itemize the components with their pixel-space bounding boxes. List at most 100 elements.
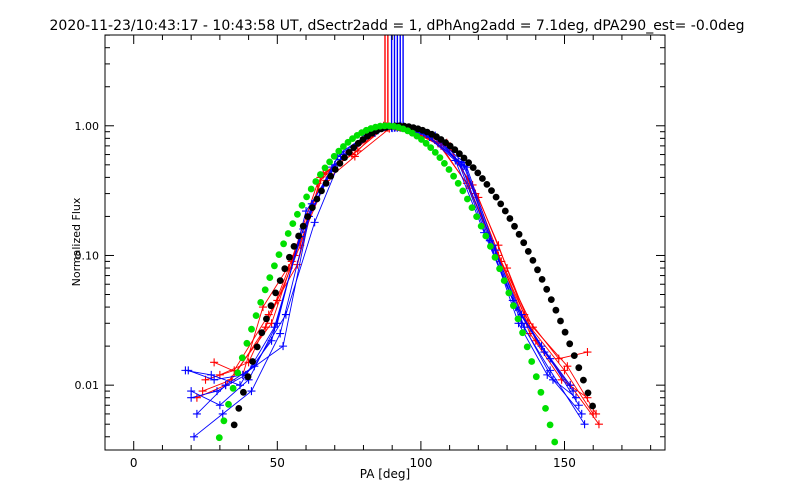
data-point-blue-4-0: [192, 409, 201, 418]
data-point-blue-1-3: [279, 342, 288, 351]
fit-point-black-gaussian-fit: [456, 150, 463, 158]
fit-point-green-gaussian-fit: [528, 358, 536, 365]
fit-point-green-gaussian-fit: [335, 147, 343, 155]
fit-point-green-gaussian-fit: [418, 136, 425, 143]
data-point-blue-3-1: [218, 409, 227, 418]
fit-point-black-gaussian-fit: [341, 154, 348, 162]
fit-point-black-gaussian-fit: [534, 266, 541, 274]
fit-point-black-gaussian-fit: [538, 276, 546, 283]
fit-point-green-gaussian-fit: [482, 232, 490, 240]
data-point-red-5-0: [198, 387, 207, 396]
fit-point-black-gaussian-fit: [465, 159, 472, 167]
data-point-blue-5-1: [207, 370, 216, 379]
data-point-blue-6-9: [459, 161, 468, 170]
fit-point-green-gaussian-fit: [248, 325, 255, 333]
data-point-blue-5-12: [537, 342, 546, 351]
fit-point-black-gaussian-fit: [451, 146, 459, 154]
fit-point-black-gaussian-fit: [506, 215, 514, 222]
fit-point-green-gaussian-fit: [537, 388, 545, 396]
fit-point-green-gaussian-fit: [436, 154, 444, 162]
fit-point-black-gaussian-fit: [336, 160, 344, 167]
fit-point-green-gaussian-fit: [510, 302, 517, 310]
fit-point-black-gaussian-fit: [258, 329, 266, 337]
fit-point-green-gaussian-fit: [321, 164, 329, 172]
fit-point-black-gaussian-fit: [249, 358, 256, 365]
fit-point-black-gaussian-fit: [474, 169, 482, 177]
fit-point-black-gaussian-fit: [230, 421, 238, 429]
plot-border: [104, 34, 666, 451]
fit-point-green-gaussian-fit: [473, 213, 480, 221]
fit-point-green-gaussian-fit: [215, 434, 223, 442]
fit-point-green-gaussian-fit: [491, 253, 499, 261]
fit-point-black-gaussian-fit: [290, 243, 298, 250]
fit-point-black-gaussian-fit: [552, 306, 560, 314]
fit-point-black-gaussian-fit: [488, 187, 495, 195]
fit-point-green-gaussian-fit: [450, 172, 457, 180]
x-axis-label: PA [deg]: [360, 467, 410, 481]
x-tick-label-50: 50: [270, 456, 285, 470]
data-point-red-5-2: [261, 323, 270, 332]
fit-point-green-gaussian-fit: [271, 262, 278, 270]
fit-point-green-gaussian-fit: [317, 171, 324, 178]
y-tick-label-1: 0.10: [75, 249, 100, 262]
data-point-blue-6-13: [580, 420, 589, 429]
data-point-red-4-13: [583, 348, 592, 357]
fit-point-black-gaussian-fit: [584, 389, 592, 397]
fit-point-black-gaussian-fit: [492, 193, 500, 201]
fit-point-green-gaussian-fit: [422, 139, 430, 147]
data-point-blue-5-13: [566, 381, 575, 390]
data-point-blue-4-4: [310, 218, 319, 227]
fit-point-black-gaussian-fit: [331, 166, 339, 173]
y-axis-label: Normalized Flux: [70, 197, 83, 286]
data-point-blue-4-13: [569, 387, 578, 396]
fit-point-black-gaussian-fit: [566, 340, 574, 348]
fit-point-black-gaussian-fit: [469, 164, 477, 172]
data-point-blue-3-0: [190, 432, 199, 441]
fit-point-black-gaussian-fit: [479, 175, 486, 182]
fit-point-black-gaussian-fit: [511, 222, 518, 230]
fit-point-black-gaussian-fit: [253, 343, 261, 351]
fit-point-black-gaussian-fit: [446, 142, 454, 150]
fit-point-green-gaussian-fit: [427, 144, 435, 152]
fit-point-green-gaussian-fit: [454, 179, 462, 187]
data-point-red-3-5: [350, 152, 359, 161]
fit-point-black-gaussian-fit: [304, 213, 312, 221]
fit-point-black-gaussian-fit: [570, 352, 578, 359]
fit-point-green-gaussian-fit: [225, 400, 232, 408]
fit-point-green-gaussian-fit: [431, 149, 439, 156]
fit-point-green-gaussian-fit: [243, 339, 251, 347]
axes-frame: [104, 34, 666, 451]
fit-point-green-gaussian-fit: [344, 138, 352, 146]
fit-point-green-gaussian-fit: [298, 202, 306, 209]
fit-point-green-gaussian-fit: [330, 152, 338, 160]
fit-point-green-gaussian-fit: [289, 220, 297, 228]
data-point-blue-1-13: [574, 401, 583, 410]
fit-point-black-gaussian-fit: [557, 317, 564, 325]
data-point-blue-3-3: [276, 329, 285, 338]
fit-point-green-gaussian-fit: [496, 265, 503, 273]
data-point-red-1-12: [560, 366, 569, 375]
fit-point-black-gaussian-fit: [561, 328, 569, 336]
y-tick-label-2: 1.00: [75, 120, 100, 133]
fit-point-black-gaussian-fit: [240, 388, 247, 396]
fit-point-black-gaussian-fit: [272, 289, 279, 297]
data-point-blue-1-1: [210, 375, 219, 384]
fit-point-green-gaussian-fit: [542, 405, 549, 412]
data-point-red-5-13: [594, 420, 603, 429]
data-point-red-3-13: [592, 409, 601, 418]
data-point-blue-3-2: [247, 387, 256, 396]
data-point-red-3-12: [563, 362, 572, 371]
chart-title: 2020-11-23/10:43:17 - 10:43:58 UT, dSect…: [50, 18, 745, 34]
fit-point-green-gaussian-fit: [326, 158, 333, 166]
fit-point-black-gaussian-fit: [308, 204, 316, 212]
fit-point-green-gaussian-fit: [468, 204, 476, 212]
data-point-blue-6-11: [517, 319, 526, 328]
data-point-red-1-0: [210, 358, 219, 367]
x-tick-label-100: 100: [409, 456, 432, 470]
fit-point-green-gaussian-fit: [340, 143, 347, 150]
y-tick-label-0: 0.01: [75, 379, 100, 392]
fit-point-black-gaussian-fit: [295, 232, 302, 240]
fit-point-black-gaussian-fit: [547, 296, 555, 303]
fit-point-green-gaussian-fit: [441, 160, 448, 167]
data-point-red-5-10: [503, 264, 512, 273]
